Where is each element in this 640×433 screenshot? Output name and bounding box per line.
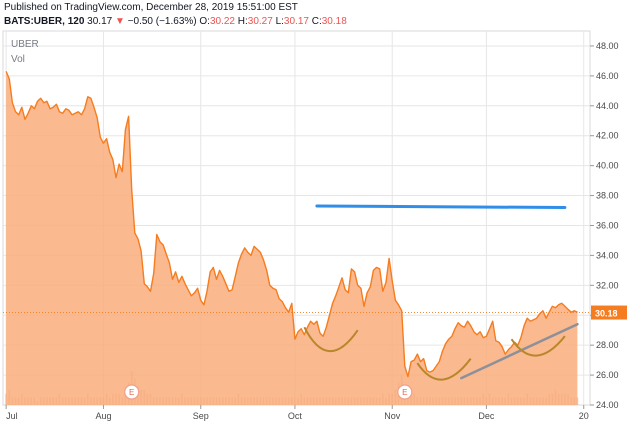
price-axis[interactable]: 48.00 46.00 44.00 42.00 40.00 38.00 36.00 34.00… <box>590 41 627 410</box>
earnings-marker-label: E <box>402 388 407 397</box>
price-tick-label: 36.00 <box>596 220 619 230</box>
price-tick-label: 38.00 <box>596 191 619 201</box>
last-price-tag-label: 30.18 <box>595 309 618 319</box>
published-caption: Published on TradingView.com, December 2… <box>4 2 298 13</box>
trend-line[interactable] <box>460 322 579 380</box>
price-tick-label: 28.00 <box>596 340 619 350</box>
resistance-line[interactable] <box>315 204 567 210</box>
exchange-symbol: BATS:UBER, 120 <box>4 16 85 27</box>
earnings-marker[interactable] <box>397 384 413 400</box>
close-value: 30.18 <box>321 16 347 27</box>
price-tick-label: 44.00 <box>596 101 619 111</box>
price-tick-label: 34.00 <box>596 250 619 260</box>
open-value: 30.22 <box>209 16 235 27</box>
time-tick-label: 20 <box>579 411 589 421</box>
price-change: −0.50 (−1.63%) <box>127 16 197 27</box>
volume-label: Vol <box>11 54 25 65</box>
high-label: H: <box>237 16 248 27</box>
price-tick-label: 24.00 <box>596 400 619 410</box>
price-tick-label: 40.00 <box>596 161 619 171</box>
down-arrow-icon: ▼ <box>114 16 125 27</box>
series-symbol-label: UBER <box>11 39 39 50</box>
last-price-tag <box>591 305 627 320</box>
price-tick-label: 32.00 <box>596 280 619 290</box>
price-tick-label: 48.00 <box>596 41 619 51</box>
close-label: C: <box>311 16 322 27</box>
low-value: 30.17 <box>283 16 309 27</box>
price-line <box>5 71 578 378</box>
cup-arc-drawing[interactable] <box>510 335 566 357</box>
time-axis[interactable]: Jul Aug Sep Oct Nov Dec 20 <box>5 405 589 421</box>
price-area <box>5 71 578 406</box>
time-tick-label: Aug <box>95 411 111 421</box>
price-tick-label: 46.00 <box>596 71 619 81</box>
cup-arc-drawing[interactable] <box>416 358 472 381</box>
price-tick-label: 26.00 <box>596 370 619 380</box>
earnings-marker[interactable] <box>124 384 140 400</box>
time-tick-label: Jul <box>6 411 18 421</box>
price-area-fill <box>6 71 578 406</box>
volume-bar <box>576 397 579 405</box>
time-tick-label: Sep <box>193 411 209 421</box>
price-tick-label: 42.00 <box>596 131 619 141</box>
cup-arc-drawing[interactable] <box>303 326 359 353</box>
high-value: 30.27 <box>247 16 273 27</box>
low-label: L: <box>275 16 284 27</box>
symbol-quote-line: BATS:UBER, 120 30.17 ▼ −0.50 (−1.63%) O:… <box>4 16 347 27</box>
time-tick-label: Nov <box>384 411 401 421</box>
time-tick-label: Oct <box>288 411 303 421</box>
last-price-readout: 30.17 <box>87 16 113 27</box>
time-tick-label: Dec <box>478 411 495 421</box>
open-label: O: <box>199 16 210 27</box>
earnings-marker-label: E <box>129 388 134 397</box>
